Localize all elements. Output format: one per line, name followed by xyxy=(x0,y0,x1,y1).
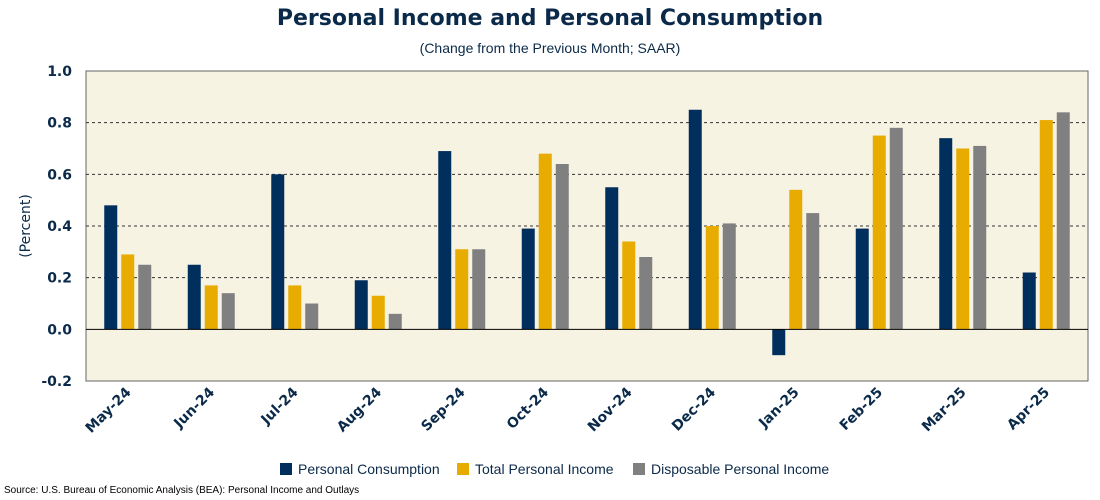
x-tick-label: Nov-24 xyxy=(585,384,636,435)
bar-total-personal-income xyxy=(538,153,552,330)
bar-disposable-personal-income xyxy=(806,213,820,330)
bar-personal-consumption xyxy=(187,264,201,330)
bar-total-personal-income xyxy=(121,254,135,330)
bar-chart: -0.2 0.0 0.2 0.4 0.6 0.8 1.0 (Percent) May-24 Jun… xyxy=(18,64,1089,477)
bar-personal-consumption xyxy=(1022,272,1036,330)
bar-disposable-personal-income xyxy=(388,313,402,330)
chart-title: Personal Income and Personal Consumption xyxy=(276,6,824,31)
bar-total-personal-income xyxy=(956,148,970,330)
bar-personal-consumption xyxy=(521,228,535,330)
bar-total-personal-income xyxy=(371,295,385,330)
x-tick-label: Oct-24 xyxy=(504,384,552,432)
legend-label: Personal Consumption xyxy=(298,461,440,477)
bar-personal-consumption xyxy=(855,228,869,330)
y-tick-label: -0.2 xyxy=(41,374,72,390)
x-tick-label: Jan-25 xyxy=(755,385,802,432)
y-tick-label: 0.0 xyxy=(47,322,72,338)
legend-swatch xyxy=(633,463,645,475)
legend-swatch xyxy=(457,463,469,475)
bar-total-personal-income xyxy=(789,189,803,330)
bar-disposable-personal-income xyxy=(639,257,653,330)
y-tick-label: 1.0 xyxy=(47,64,72,80)
bar-personal-consumption xyxy=(688,109,702,330)
bar-personal-consumption xyxy=(354,280,368,330)
bar-personal-consumption xyxy=(271,174,285,330)
legend-label: Disposable Personal Income xyxy=(651,461,829,477)
bar-personal-consumption xyxy=(939,138,953,330)
bar-personal-consumption xyxy=(438,151,452,330)
bar-disposable-personal-income xyxy=(973,145,987,330)
x-tick-label: Jun-24 xyxy=(170,384,218,432)
bar-disposable-personal-income xyxy=(221,293,235,330)
x-tick-label: Sep-24 xyxy=(418,384,468,434)
bar-total-personal-income xyxy=(872,135,886,330)
x-tick-label: Mar-25 xyxy=(919,385,970,436)
y-tick-label: 0.2 xyxy=(47,271,72,287)
bar-total-personal-income xyxy=(705,226,719,330)
x-tick-label: Aug-24 xyxy=(334,384,385,435)
y-tick-label: 0.4 xyxy=(47,219,72,235)
bar-personal-consumption xyxy=(104,205,118,330)
bar-disposable-personal-income xyxy=(889,127,903,330)
bar-disposable-personal-income xyxy=(555,164,569,330)
x-tick-label: Jul-24 xyxy=(258,384,302,428)
bar-total-personal-income xyxy=(1039,120,1053,330)
bar-disposable-personal-income xyxy=(1056,112,1070,330)
source-note: Source: U.S. Bureau of Economic Analysis… xyxy=(4,485,360,496)
bar-total-personal-income xyxy=(622,241,636,330)
bar-disposable-personal-income xyxy=(722,223,736,330)
legend-swatch xyxy=(280,463,292,475)
bar-personal-consumption xyxy=(772,329,786,356)
bar-disposable-personal-income xyxy=(305,303,319,330)
bar-total-personal-income xyxy=(455,249,469,330)
x-tick-label: May-24 xyxy=(83,384,135,436)
bar-personal-consumption xyxy=(605,187,619,330)
x-tick-label: Dec-24 xyxy=(669,384,719,434)
x-tick-label: Apr-25 xyxy=(1004,385,1053,434)
y-tick-label: 0.6 xyxy=(47,167,72,183)
bar-disposable-personal-income xyxy=(138,264,152,330)
bar-total-personal-income xyxy=(288,285,302,330)
y-tick-label: 0.8 xyxy=(47,116,72,132)
bar-disposable-personal-income xyxy=(472,249,486,330)
chart-subtitle: (Change from the Previous Month; SAAR) xyxy=(419,40,681,56)
bar-total-personal-income xyxy=(204,285,218,330)
y-axis-label: (Percent) xyxy=(18,194,34,258)
legend-label: Total Personal Income xyxy=(475,461,614,477)
x-tick-label: Feb-25 xyxy=(837,385,886,434)
